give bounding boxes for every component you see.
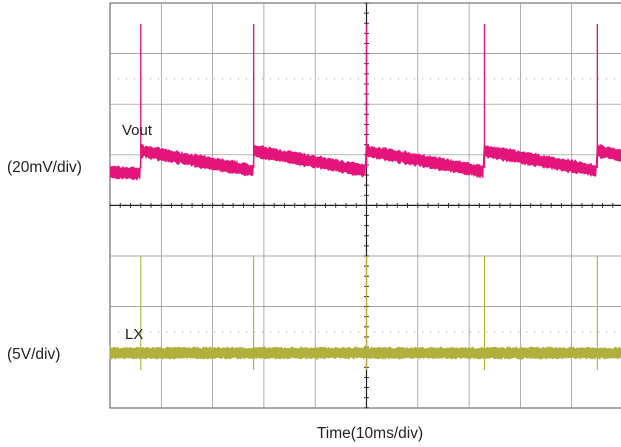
vout-waveform <box>109 143 621 181</box>
lx-waveform <box>109 345 621 360</box>
vout-scale-label: (20mV/div) <box>7 159 82 176</box>
lx-scale-label: (5V/div) <box>7 346 60 363</box>
x-axis-label: Time(10ms/div) <box>317 425 423 442</box>
vout-channel-label: Vout <box>122 122 153 139</box>
chart-traces <box>109 24 621 370</box>
lx-channel-label: LX <box>125 326 143 343</box>
